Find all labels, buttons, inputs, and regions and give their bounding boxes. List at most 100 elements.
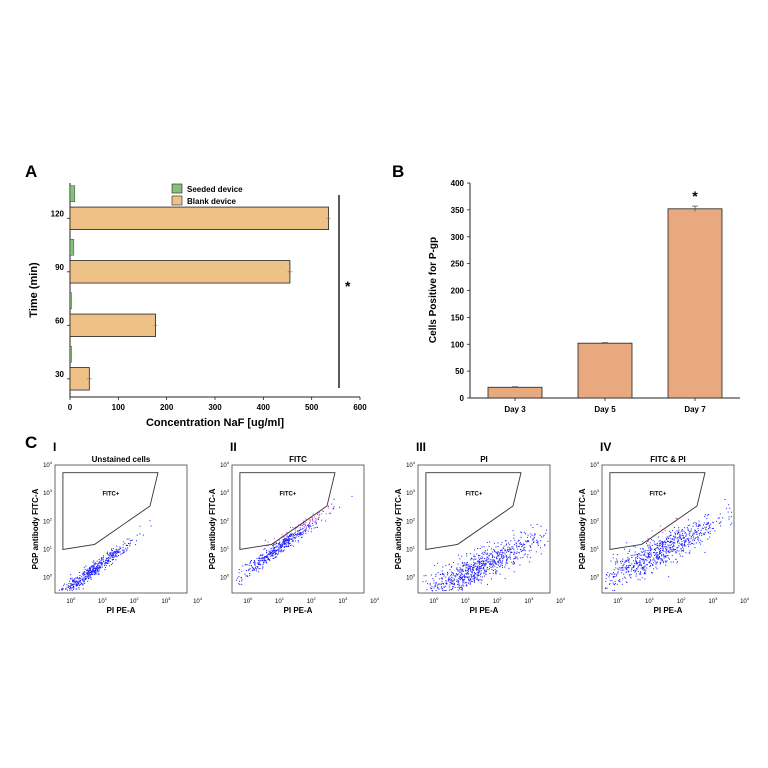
flow-dot bbox=[662, 532, 664, 533]
flow-dot bbox=[681, 529, 683, 531]
flow-dot bbox=[98, 563, 100, 564]
flow-dot bbox=[696, 531, 698, 533]
flow-dot bbox=[490, 559, 492, 561]
flow-dot bbox=[302, 525, 303, 527]
flow-dot bbox=[467, 568, 469, 570]
flow-dot bbox=[505, 555, 507, 557]
flow-dot bbox=[252, 569, 254, 571]
flow-dot bbox=[112, 548, 114, 550]
flow-dot bbox=[639, 561, 641, 563]
flow-dot bbox=[278, 550, 280, 552]
flow-dot bbox=[633, 571, 635, 573]
flow-dot bbox=[451, 577, 453, 579]
flow-dot bbox=[478, 561, 480, 563]
flow-dot bbox=[83, 577, 85, 579]
flow-dot bbox=[331, 503, 333, 505]
flow-dot bbox=[80, 584, 82, 585]
flow-dot bbox=[92, 568, 94, 570]
flow-dot bbox=[97, 573, 99, 575]
flow-dot bbox=[609, 574, 611, 576]
flow-dot bbox=[663, 557, 665, 559]
flow-dot bbox=[507, 546, 509, 548]
flow-dot bbox=[679, 537, 681, 539]
flow-dot bbox=[511, 552, 512, 553]
flow-dot bbox=[480, 566, 482, 568]
flow-dot bbox=[662, 541, 663, 543]
flow-dot bbox=[703, 533, 705, 535]
flow-dot bbox=[457, 563, 459, 565]
flow-dot bbox=[105, 565, 107, 567]
flow-dot bbox=[623, 573, 625, 575]
flow-dot bbox=[675, 559, 677, 561]
flow-dot bbox=[483, 573, 485, 575]
flow-dot bbox=[305, 526, 307, 528]
flow-dot bbox=[505, 551, 507, 553]
flow-dot bbox=[98, 561, 100, 563]
flow-dot bbox=[654, 543, 656, 545]
flow-dot bbox=[460, 572, 462, 574]
flow-dot bbox=[680, 548, 682, 550]
flow-dot bbox=[608, 576, 610, 578]
flow-dot bbox=[639, 572, 641, 574]
flow-dot bbox=[502, 559, 504, 561]
flow-dot bbox=[445, 565, 447, 567]
flow-dot bbox=[436, 585, 438, 587]
flow-dot bbox=[611, 573, 613, 575]
flow-panel-title: Unstained cells bbox=[92, 455, 151, 464]
flow-dot bbox=[657, 536, 659, 538]
flow-dot bbox=[277, 553, 279, 555]
flow-dot bbox=[497, 552, 499, 554]
flow-dot bbox=[272, 550, 274, 552]
flow-dot bbox=[637, 578, 639, 580]
flow-gate bbox=[62, 472, 159, 551]
flow-dot bbox=[518, 545, 520, 547]
flow-dot bbox=[663, 550, 665, 552]
flow-dot bbox=[266, 555, 268, 557]
flow-dot bbox=[82, 580, 84, 582]
flow-dot bbox=[241, 580, 243, 582]
flow-dot bbox=[466, 564, 468, 566]
flow-dot bbox=[452, 586, 454, 588]
flow-dot bbox=[662, 547, 664, 549]
flow-dot bbox=[258, 556, 260, 558]
flow-dot bbox=[670, 532, 672, 534]
flow-dot bbox=[666, 540, 668, 542]
flow-dot bbox=[70, 578, 72, 580]
flow-dot bbox=[473, 575, 475, 577]
flow-dot bbox=[128, 543, 129, 544]
flow-dot bbox=[448, 586, 450, 588]
flow-dot bbox=[108, 559, 110, 561]
flow-dot bbox=[682, 535, 684, 537]
flow-dot bbox=[697, 537, 699, 539]
flow-dot bbox=[460, 577, 462, 579]
flow-dot bbox=[679, 533, 681, 535]
flow-dot bbox=[480, 572, 482, 574]
flow-dot bbox=[470, 570, 472, 572]
flow-dot bbox=[98, 558, 100, 560]
flow-dot bbox=[470, 573, 472, 575]
flow-xtick: 101 bbox=[461, 596, 471, 605]
flow-dot bbox=[626, 560, 627, 562]
flow-dot bbox=[88, 572, 90, 574]
flow-dot bbox=[635, 560, 637, 561]
flow-dot bbox=[642, 541, 644, 542]
flow-dot bbox=[76, 584, 78, 585]
flow-dot bbox=[479, 566, 481, 567]
flow-dot bbox=[615, 567, 617, 569]
flow-dot bbox=[495, 556, 497, 558]
flow-dot bbox=[616, 561, 618, 563]
flow-dot bbox=[301, 528, 303, 530]
flow-dot bbox=[288, 538, 289, 540]
flow-dot bbox=[501, 562, 503, 564]
flow-dot bbox=[707, 538, 709, 540]
flow-dot bbox=[535, 551, 537, 553]
flow-dot bbox=[635, 557, 637, 559]
flow-dot bbox=[91, 564, 93, 566]
flow-dot bbox=[474, 565, 476, 567]
flow-dot bbox=[442, 589, 444, 591]
flow-dot bbox=[529, 561, 531, 563]
flow-dot bbox=[438, 583, 440, 585]
flow-dot bbox=[665, 551, 667, 553]
flow-dot bbox=[665, 556, 667, 558]
